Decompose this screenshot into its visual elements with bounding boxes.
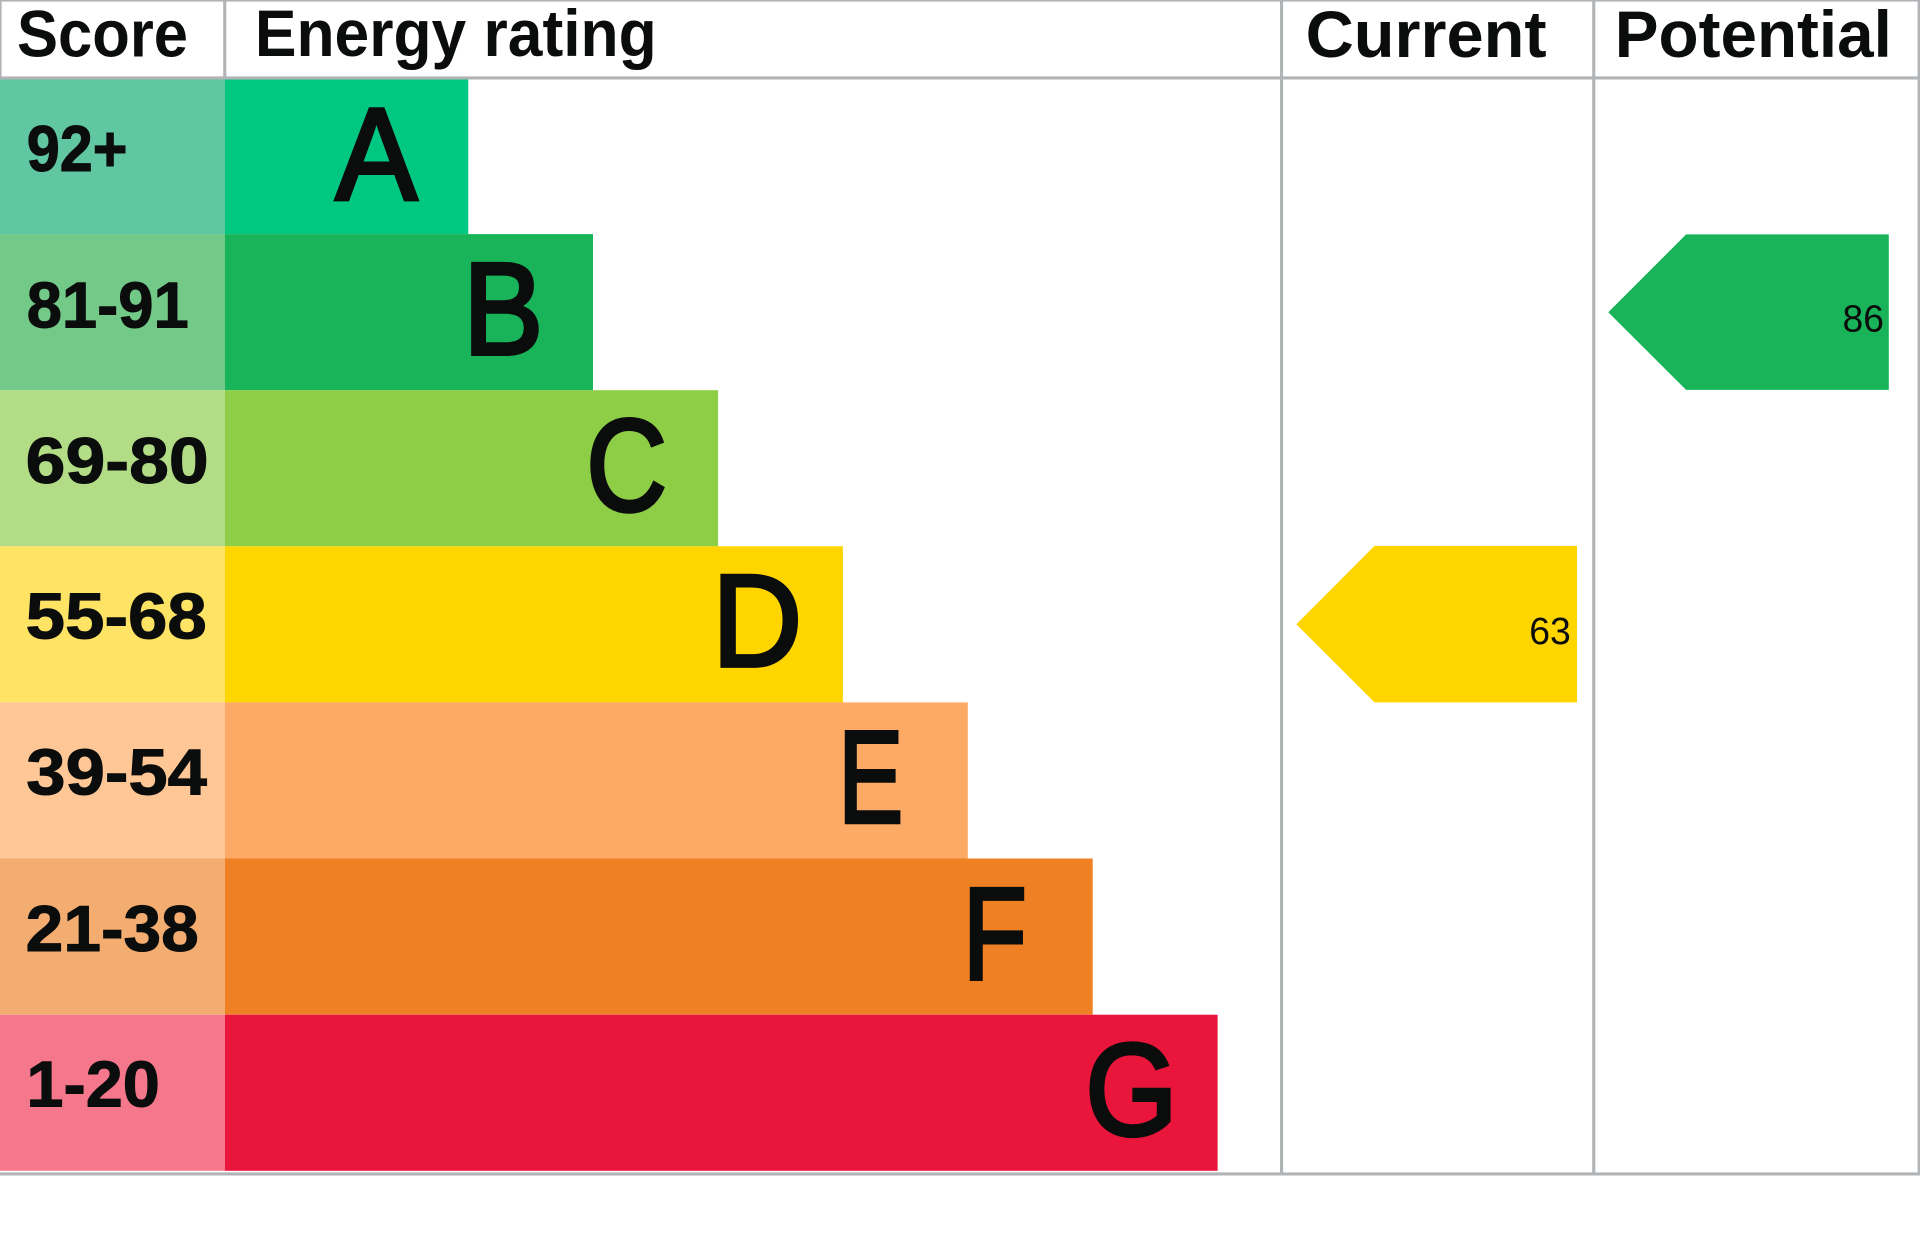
svg-text:63: 63 [1529,611,1571,653]
svg-text:C: C [586,392,667,539]
svg-text:21-38: 21-38 [26,892,199,965]
svg-text:1-20: 1-20 [26,1048,159,1121]
svg-text:G: G [1085,1016,1177,1163]
svg-text:A: A [336,80,418,227]
svg-text:81-91: 81-91 [27,268,189,341]
svg-text:Energy rating: Energy rating [255,0,657,70]
svg-text:39-54: 39-54 [26,735,207,808]
svg-text:69-80: 69-80 [26,424,209,497]
svg-text:F: F [963,860,1027,1007]
svg-text:D: D [712,547,802,694]
svg-text:55-68: 55-68 [26,580,207,653]
svg-text:86: 86 [1843,299,1884,341]
svg-text:92+: 92+ [27,112,128,185]
svg-text:Current: Current [1306,0,1547,71]
svg-text:Potential: Potential [1615,0,1892,71]
svg-text:E: E [838,703,903,850]
svg-text:B: B [463,235,543,382]
svg-text:Score: Score [17,0,188,70]
